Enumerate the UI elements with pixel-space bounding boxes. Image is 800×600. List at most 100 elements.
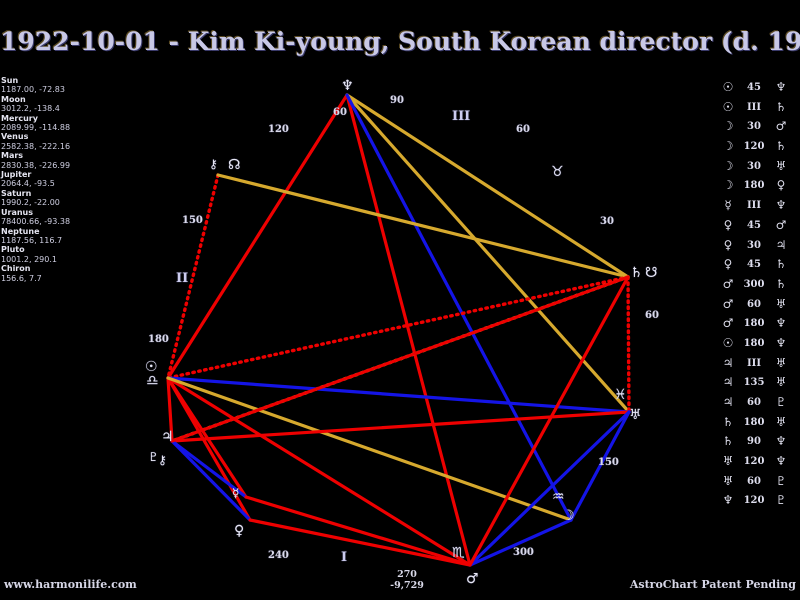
aspect-row[interactable]: ♂ 60 ♅ <box>718 295 800 315</box>
aspect-line <box>569 410 631 522</box>
aspect-body2-mars-icon: ♂ <box>775 217 787 232</box>
aspect-row[interactable]: ☿ III ♆ <box>718 196 800 216</box>
aspect-body1-venus-icon: ♀ <box>723 257 733 272</box>
aspect-body1-venus-icon: ♀ <box>723 237 733 252</box>
aspect-body2-neptune-icon: ♆ <box>775 80 787 94</box>
aspect-degree-label: 30 <box>747 121 761 133</box>
aspect-row[interactable]: ♀ 30 ♃ <box>718 236 800 256</box>
ephemeris-body-value: 78400.66, -93.38 <box>1 217 71 227</box>
aspect-row[interactable]: ♂ 180 ♆ <box>718 314 800 334</box>
mars-glyph: ♂ <box>466 571 479 587</box>
aspect-body2-pluto-icon: ♇ <box>775 395 787 409</box>
aspect-row[interactable]: ☉ III ♄ <box>718 98 800 118</box>
aspect-degree-label: 180 <box>743 416 765 428</box>
degree-180-left: 180 <box>148 334 169 345</box>
ephemeris-body-name: Mercury <box>1 113 38 123</box>
aspect-row[interactable]: ♄ 90 ♆ <box>718 432 800 452</box>
aspect-body2-saturn-icon: ♄ <box>775 276 787 291</box>
aspect-line <box>244 495 472 567</box>
ephemeris-body-value: 1187.56, 116.7 <box>1 235 63 245</box>
aspect-degree-label: 90 <box>747 436 761 448</box>
ephemeris-body-name: Pluto <box>1 245 25 255</box>
aspect-body2-saturn-icon: ♄ <box>775 99 787 114</box>
aspect-body1-mars-icon: ♂ <box>722 276 734 291</box>
chiron-glyph: ⚷ <box>209 157 218 171</box>
ephemeris-body-name: Mars <box>1 151 24 161</box>
aspect-degree-label: 135 <box>743 377 765 389</box>
aspect-row[interactable]: ☽ 30 ♂ <box>718 117 800 137</box>
aspect-line <box>166 93 349 380</box>
aspect-body1-sun-icon: ☉ <box>722 335 734 350</box>
aspect-row[interactable]: ♀ 45 ♄ <box>718 255 800 275</box>
aspect-row[interactable]: ♅ 60 ♇ <box>718 472 800 492</box>
taurus-sign-glyph: ♉ <box>551 164 564 180</box>
aspect-line <box>468 275 630 567</box>
ephemeris-panel: Sun 1187.00, -72.83 Moon 3012.2, -138.4 Merc… <box>1 76 73 283</box>
ephemeris-body-value: 2064.4, -93.5 <box>1 179 55 189</box>
aspect-body2-uranus-icon: ♅ <box>775 158 787 173</box>
aspect-degree-label: 180 <box>743 318 765 330</box>
aspect-body2-uranus-icon: ♅ <box>775 414 787 429</box>
aspect-line <box>626 275 631 414</box>
aspect-body1-neptune-icon: ♆ <box>722 493 734 508</box>
degree-150-left: 150 <box>182 215 203 226</box>
center-degree-label: 270 <box>397 569 417 580</box>
aspect-body2-neptune-icon: ♆ <box>775 198 787 213</box>
aspect-row[interactable]: ♃ 60 ♇ <box>718 393 800 413</box>
sun-glyph: ☉ <box>145 359 158 375</box>
aspect-row[interactable]: ♃ 135 ♅ <box>718 373 800 393</box>
aspect-body2-pluto-icon: ♇ <box>775 493 787 508</box>
aspect-row[interactable]: ☽ 30 ♅ <box>718 157 800 177</box>
aspect-row[interactable]: ☉ 180 ♆ <box>718 334 800 354</box>
aspect-degree-label: 45 <box>747 82 761 93</box>
degree-30-right: 30 <box>600 216 614 227</box>
aspect-degree-label: 120 <box>743 141 765 153</box>
aspect-line <box>170 275 630 443</box>
chart-center-readout: 270 -9,729 <box>372 569 442 591</box>
aspect-row[interactable]: ♂ 300 ♄ <box>718 275 800 295</box>
aspect-row[interactable]: ♄ 180 ♅ <box>718 413 800 433</box>
aspect-line <box>166 376 573 522</box>
pisces-sign-glyph: ♓ <box>614 387 627 403</box>
ephemeris-body-value: 1990.2, -22.00 <box>1 198 60 208</box>
aspect-line <box>468 410 631 567</box>
ephemeris-body-name: Sun <box>1 76 19 85</box>
ephemeris-body-name: Jupiter <box>1 170 32 180</box>
aspect-body1-sun-icon: ☉ <box>722 99 734 114</box>
degree-300: 300 <box>513 547 534 558</box>
neptune-degree: 60 <box>333 107 347 118</box>
aspect-body2-venus-icon: ♀ <box>776 178 786 193</box>
aspect-body1-jupiter-icon: ♃ <box>722 375 734 390</box>
aspect-row[interactable]: ♆ 120 ♇ <box>718 491 800 511</box>
jupiter-glyph: ♃ <box>161 429 174 445</box>
aspect-row[interactable]: ☽ 180 ♀ <box>718 176 800 196</box>
aspect-row[interactable]: ♃ III ♅ <box>718 354 800 374</box>
degree-120-upper: 120 <box>268 124 289 135</box>
aspect-row[interactable]: ♅ 120 ♆ <box>718 452 800 472</box>
aspect-row[interactable]: ♀ 45 ♂ <box>718 216 800 236</box>
aspect-body2-uranus-icon: ♅ <box>775 355 787 370</box>
ephemeris-body-name: Chiron <box>1 264 31 274</box>
aspect-line <box>170 439 248 499</box>
aspect-degree-label: 180 <box>743 337 765 349</box>
ephemeris-body-name: Uranus <box>1 207 33 217</box>
aspect-row[interactable]: ☉ 45 ♆ <box>718 78 800 98</box>
aspect-body1-moon-icon: ☽ <box>722 178 734 193</box>
aspect-body1-jupiter-icon: ♃ <box>722 395 734 409</box>
aspect-body2-neptune-icon: ♆ <box>775 434 787 449</box>
aspect-body1-uranus-icon: ♅ <box>722 473 734 488</box>
aspect-body2-saturn-icon: ♄ <box>775 139 787 154</box>
center-offset-label: -9,729 <box>390 580 424 591</box>
aspect-row[interactable]: ☽ 120 ♄ <box>718 137 800 157</box>
aspect-body2-neptune-icon: ♆ <box>775 316 787 331</box>
ephemeris-body-value: 1187.00, -72.83 <box>1 85 65 95</box>
neptune-node-glyph: ♆ <box>341 78 354 94</box>
aspect-body2-saturn-icon: ♄ <box>775 257 787 272</box>
aspect-degree-label: III <box>746 357 762 369</box>
ephemeris-body-value: 3012.2, -138.4 <box>1 104 60 114</box>
aspect-body2-jupiter-icon: ♃ <box>775 237 787 252</box>
aspect-line <box>216 173 630 279</box>
